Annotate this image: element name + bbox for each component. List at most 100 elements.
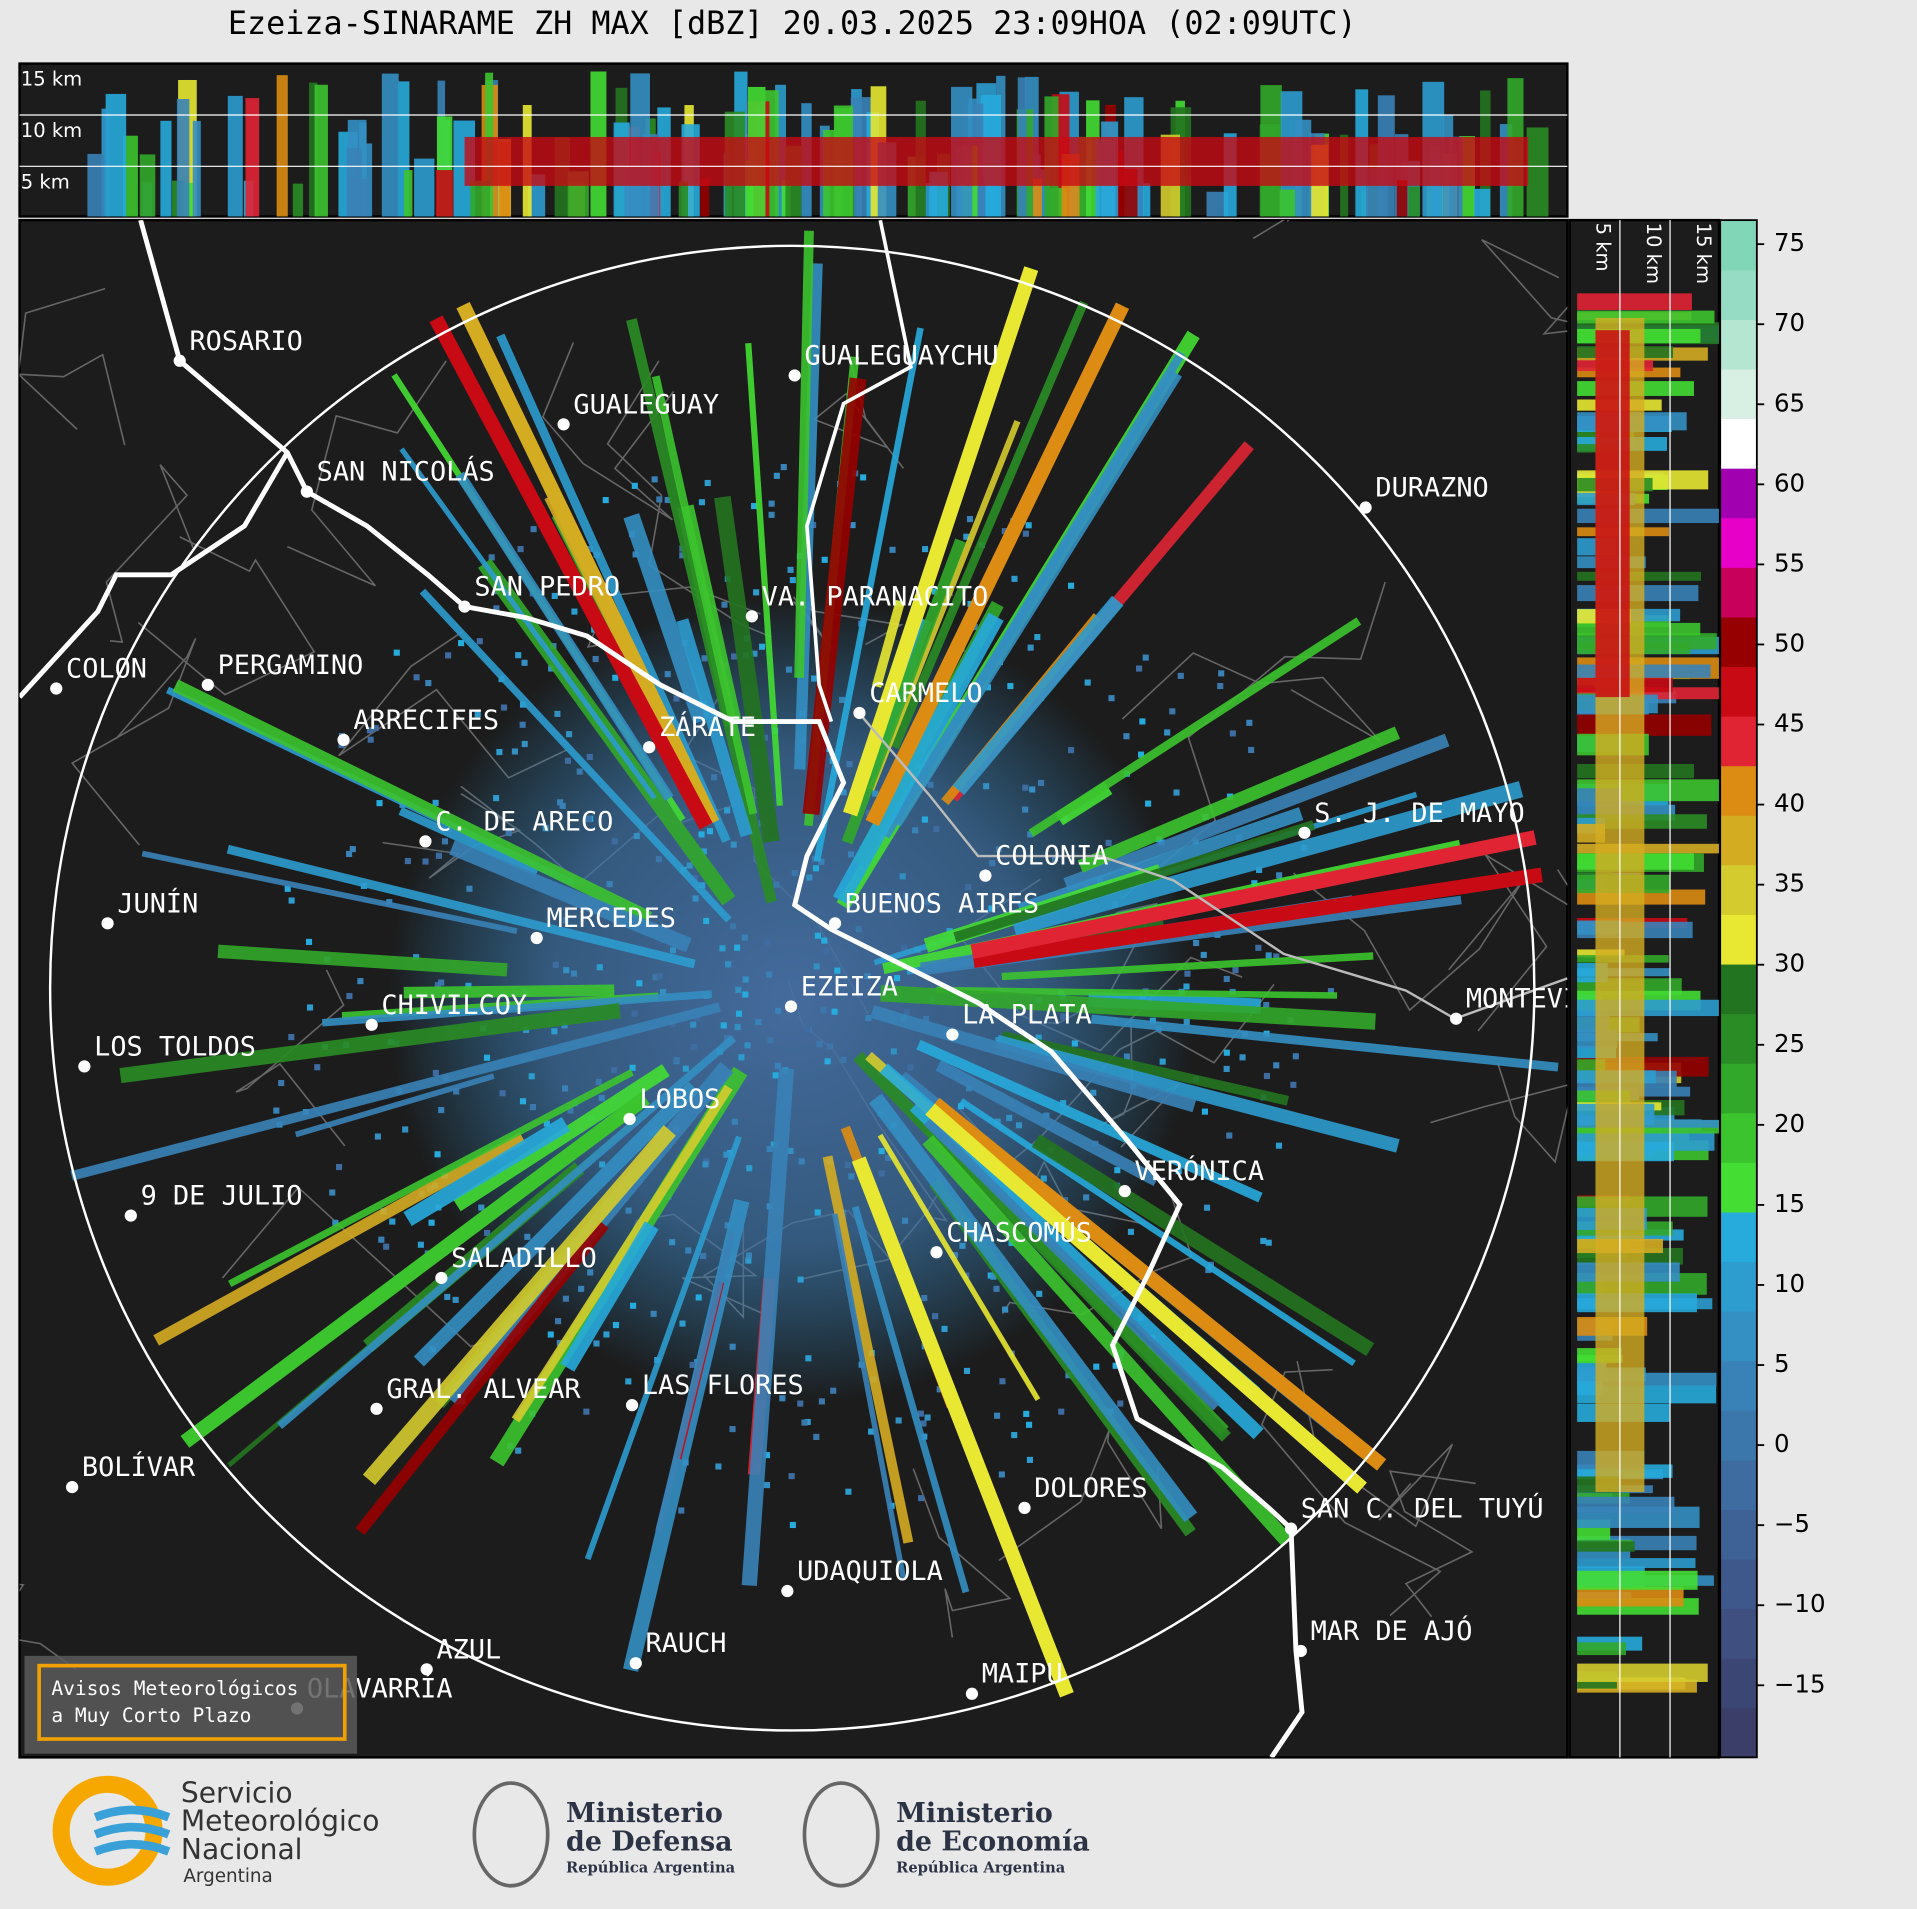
city-dot bbox=[946, 1028, 959, 1041]
alert-text[interactable]: a Muy Corto Plazo bbox=[51, 1704, 251, 1727]
echo-dot bbox=[804, 1418, 811, 1426]
echo-dot bbox=[557, 799, 564, 806]
echo-ray bbox=[172, 679, 653, 924]
echo-dot bbox=[725, 961, 732, 968]
echo-dot bbox=[766, 1145, 773, 1153]
top-panel-echoes bbox=[87, 71, 1549, 217]
alert-box-border[interactable] bbox=[37, 1663, 347, 1741]
echo-dot bbox=[932, 1313, 939, 1320]
color-band bbox=[1720, 815, 1757, 866]
color-band bbox=[1720, 963, 1757, 1015]
echo-dot bbox=[927, 781, 934, 788]
alert-text[interactable]: Avisos Meteorológicos bbox=[51, 1677, 298, 1700]
echo-ray bbox=[398, 806, 539, 877]
echo-dot bbox=[1123, 1053, 1130, 1060]
map-layer: ROSARIO GUALEGUAYCHU GUALEGUAY SAN NICOLÁS D… bbox=[19, 220, 1568, 1758]
echo-dot bbox=[789, 1521, 796, 1529]
echo-dot bbox=[564, 757, 572, 764]
logo-text: Argentina bbox=[183, 1866, 272, 1887]
echo-ray bbox=[868, 1093, 1198, 1523]
echo-dot bbox=[1015, 1122, 1023, 1129]
echo-ray bbox=[813, 327, 924, 862]
color-band bbox=[1720, 567, 1757, 618]
echo-dot bbox=[755, 1018, 762, 1026]
echo-dot bbox=[844, 1161, 851, 1168]
color-band bbox=[1720, 1162, 1757, 1213]
city-label: MAR DE AJÓ bbox=[1311, 1615, 1473, 1647]
echo-ray bbox=[455, 471, 674, 801]
echo-dot bbox=[1043, 1112, 1050, 1119]
echo-dot bbox=[864, 973, 871, 980]
echo-row bbox=[1577, 1586, 1684, 1607]
echo-dot bbox=[886, 894, 893, 901]
echo-ray bbox=[153, 1132, 526, 1346]
echo-dot bbox=[849, 522, 856, 529]
echo-column bbox=[1407, 186, 1420, 217]
echo-dot bbox=[1273, 1062, 1280, 1069]
echo-dot bbox=[715, 1463, 722, 1470]
height-label: 15 km bbox=[21, 68, 82, 91]
echo-dot bbox=[1200, 951, 1207, 958]
echo-dot bbox=[428, 1219, 435, 1226]
echo-dot bbox=[731, 1118, 738, 1125]
echo-dot bbox=[519, 1098, 527, 1105]
alert-box[interactable]: Avisos Meteorológicos a Muy Corto Plazo bbox=[24, 1655, 357, 1754]
city-label: PERGAMINO bbox=[218, 650, 364, 681]
echo-dot bbox=[984, 684, 991, 691]
echo-ray bbox=[362, 1125, 676, 1486]
border bbox=[70, 638, 197, 846]
echo-ray bbox=[651, 375, 758, 815]
city-label: EZEIZA bbox=[801, 971, 898, 1002]
colorbar-tick-label: −15 bbox=[1774, 1669, 1826, 1698]
echo-dot bbox=[1142, 654, 1149, 661]
color-band bbox=[1720, 1707, 1757, 1758]
echo-row bbox=[1577, 687, 1719, 700]
echo-row bbox=[1577, 1570, 1698, 1590]
echo-ray bbox=[745, 342, 783, 806]
echo-ray bbox=[714, 495, 780, 843]
echo-ray bbox=[959, 1098, 1356, 1366]
echo-dot bbox=[583, 1408, 590, 1415]
echo-dot bbox=[759, 643, 766, 650]
city-label: UDAQUIOLA bbox=[797, 1556, 943, 1587]
echo-dot bbox=[775, 1007, 782, 1014]
echo-dot bbox=[636, 980, 643, 987]
echo-dot bbox=[425, 679, 432, 687]
echo-dot bbox=[521, 740, 528, 748]
city-label: ARRECIFES bbox=[353, 705, 499, 736]
echo-dot bbox=[704, 479, 711, 487]
echo-dot bbox=[872, 790, 879, 797]
city-dot bbox=[1118, 1185, 1131, 1198]
echo-dot bbox=[702, 1161, 709, 1168]
echo-dot bbox=[845, 1488, 852, 1495]
border bbox=[541, 342, 675, 521]
echo-dot bbox=[742, 991, 749, 998]
echo-dot bbox=[632, 551, 639, 558]
echo-row bbox=[1577, 1663, 1708, 1682]
echo-dot bbox=[963, 533, 970, 540]
echo-dot bbox=[1273, 953, 1280, 960]
echo-dot bbox=[592, 655, 599, 663]
echo-dot bbox=[840, 789, 847, 796]
echo-dot bbox=[767, 1037, 774, 1044]
city-dot bbox=[337, 733, 350, 746]
echo-ray bbox=[226, 844, 696, 969]
echo-dot bbox=[1025, 522, 1032, 529]
city-label: CHIVILCOY bbox=[381, 990, 527, 1021]
city-dot bbox=[66, 1480, 79, 1494]
echo-dot bbox=[1169, 708, 1176, 715]
city-dot bbox=[101, 917, 114, 930]
echo-column bbox=[1526, 127, 1549, 217]
border bbox=[1430, 1062, 1568, 1164]
logo-text: de Defensa bbox=[566, 1826, 732, 1857]
echo-dot bbox=[772, 1072, 779, 1079]
echo-dot bbox=[804, 1025, 811, 1032]
echo-dot bbox=[500, 704, 508, 711]
echo-dot bbox=[1137, 751, 1145, 758]
height-label: 5 km bbox=[21, 170, 70, 193]
echo-dot bbox=[349, 846, 356, 853]
echo-row bbox=[1577, 843, 1719, 854]
echo-ray bbox=[877, 1133, 1041, 1402]
echo-ray bbox=[70, 1002, 721, 1181]
echo-ray bbox=[995, 1034, 1400, 1153]
